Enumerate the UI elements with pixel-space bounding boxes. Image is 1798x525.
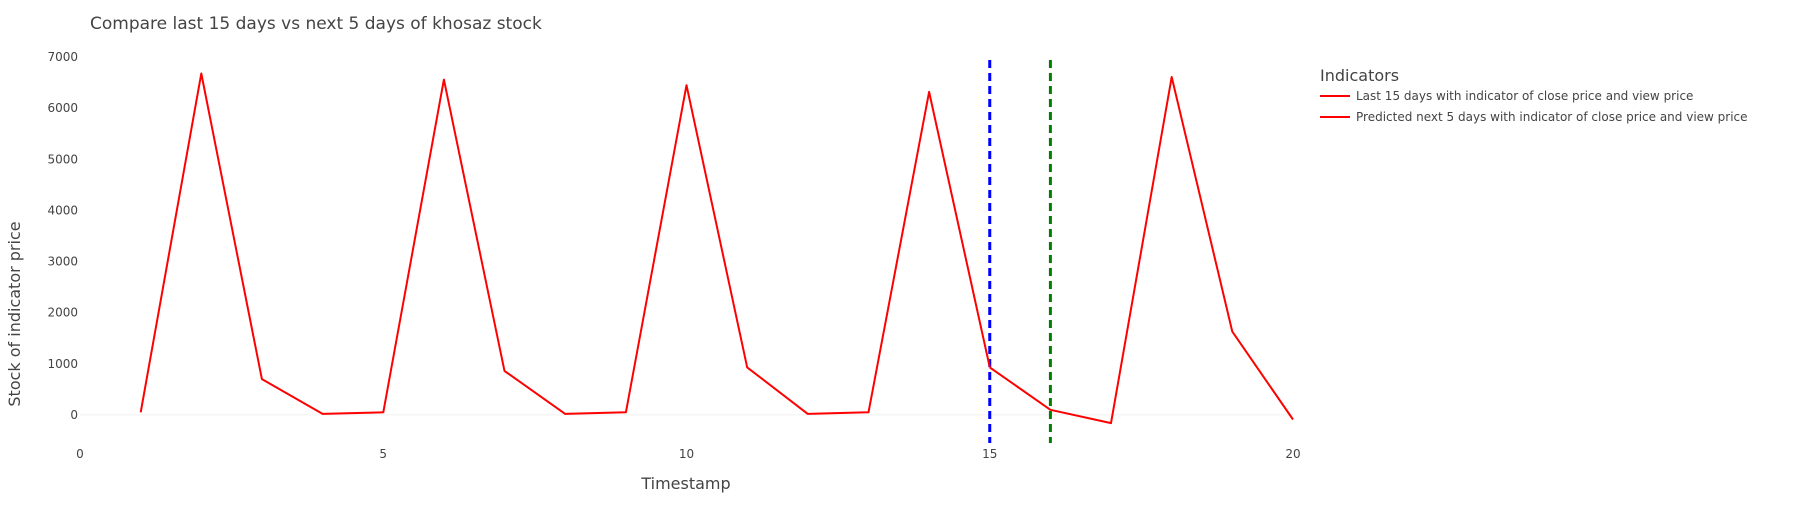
y-tick-label: 0	[70, 408, 78, 422]
x-tick-label: 0	[76, 447, 84, 461]
legend-label-2[interactable]: Predicted next 5 days with indicator of …	[1356, 110, 1748, 124]
y-tick-label: 1000	[47, 357, 78, 371]
y-axis-title: Stock of indicator price	[5, 221, 24, 406]
x-axis-title: Timestamp	[640, 474, 730, 493]
legend-title: Indicators	[1320, 66, 1399, 85]
y-tick-label: 2000	[47, 306, 78, 320]
series-line-1[interactable]	[139, 72, 991, 415]
vertical-markers	[988, 60, 1052, 443]
x-tick-label: 5	[379, 447, 387, 461]
legend-label-1[interactable]: Last 15 days with indicator of close pri…	[1356, 89, 1693, 103]
x-tick-label: 15	[982, 447, 997, 461]
y-tick-label: 5000	[47, 152, 78, 166]
y-tick-label: 4000	[47, 203, 78, 217]
series-line-2[interactable]	[989, 76, 1294, 425]
y-tick-label: 6000	[47, 101, 78, 115]
legend: Indicators Last 15 days with indicator o…	[1320, 66, 1748, 124]
x-tick-label: 10	[679, 447, 694, 461]
chart-title: Compare last 15 days vs next 5 days of k…	[90, 14, 542, 34]
x-tick-label: 20	[1285, 447, 1300, 461]
series-lines[interactable]	[139, 72, 1294, 425]
y-tick-label: 7000	[47, 50, 78, 64]
y-tick-label: 3000	[47, 255, 78, 269]
y-axis-ticks: 0 1000 2000 3000 4000 5000 6000 7000	[47, 50, 78, 422]
x-axis-ticks: 0 5 10 15 20	[76, 447, 1300, 461]
